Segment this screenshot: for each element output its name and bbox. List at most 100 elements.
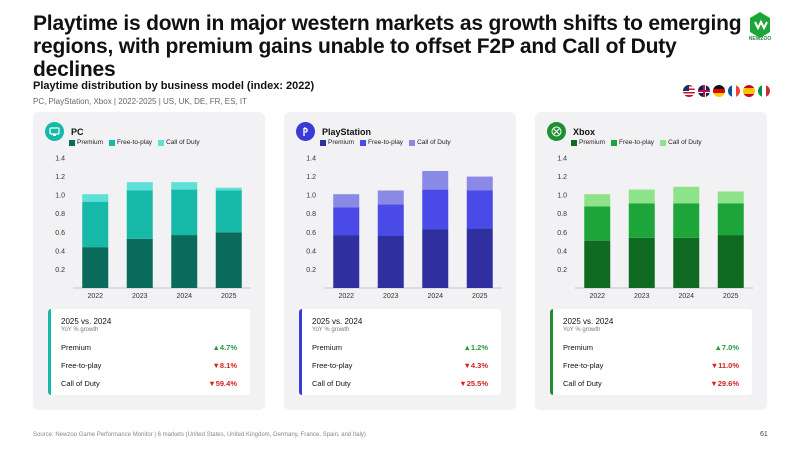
- stats-subtitle: YoY % growth: [563, 327, 601, 333]
- xbox-icon: [547, 122, 566, 141]
- x-tick-label: 2025: [723, 293, 739, 300]
- stat-row-premium: Premium ▲7.0%: [563, 343, 739, 352]
- stats-box: 2025 vs. 2024 YoY % growth Premium ▲7.0% …: [550, 309, 752, 395]
- bar-premium-2024: [171, 235, 198, 288]
- y-tick-label: 1.4: [306, 156, 316, 163]
- it-flag-icon: [758, 85, 770, 97]
- x-tick-label: 2022: [338, 293, 354, 300]
- bar-premium-2022: [333, 235, 360, 288]
- es-flag-icon: [743, 85, 755, 97]
- y-tick-label: 0.4: [55, 248, 65, 255]
- bar-free-to-play-2023: [628, 203, 655, 238]
- x-tick-label: 2023: [383, 293, 399, 300]
- panel-title: PC: [71, 126, 84, 137]
- y-tick-label: 1.0: [55, 193, 65, 200]
- chart-description: PC, PlayStation, Xbox | 2022-2025 | US, …: [33, 97, 248, 106]
- y-tick-label: 0.6: [306, 230, 316, 237]
- bar-call-of-duty-2024: [673, 186, 700, 204]
- bar-call-of-duty-2025: [466, 176, 493, 191]
- pc-icon: [45, 122, 64, 141]
- market-flags: [683, 85, 770, 97]
- stats-title: 2025 vs. 2024: [312, 317, 363, 326]
- stat-row-f2p: Free-to-play ▼8.1%: [61, 361, 237, 370]
- stacked-bar-chart-xbox: 0.2 0.4 0.6 0.8 1.0 1.2 1.4 2022 2023 2024 2025: [557, 156, 753, 300]
- chart-legend: Premium Free-to-play Call of Duty: [320, 139, 451, 146]
- bar-call-of-duty-2025: [717, 191, 744, 204]
- page-title: Playtime is down in major western market…: [33, 12, 742, 81]
- stats-title: 2025 vs. 2024: [61, 317, 112, 326]
- y-tick-label: 0.8: [306, 211, 316, 218]
- bar-free-to-play-2023: [377, 204, 404, 236]
- stat-row-f2p: Free-to-play ▼11.0%: [563, 361, 739, 370]
- logo-text: NEWZOO: [748, 36, 772, 42]
- page-number: 61: [760, 431, 768, 438]
- y-tick-label: 0.8: [557, 211, 567, 218]
- fr-flag-icon: [728, 85, 740, 97]
- bar-free-to-play-2022: [584, 206, 611, 241]
- y-tick-label: 1.2: [557, 174, 567, 181]
- bar-free-to-play-2022: [333, 207, 360, 236]
- legend-item-premium: Premium: [320, 139, 354, 146]
- legend-item-f2p: Free-to-play: [109, 139, 152, 146]
- stats-subtitle: YoY % growth: [312, 327, 350, 333]
- y-tick-label: 1.0: [306, 193, 316, 200]
- y-tick-label: 0.2: [55, 267, 65, 274]
- stacked-bar-chart-playstation: 0.2 0.4 0.6 0.8 1.0 1.2 1.4 2022 2023 2024 2025: [306, 156, 502, 300]
- panel-pc: PC Premium Free-to-play Call of Duty 0.2…: [33, 112, 265, 410]
- x-tick-label: 2024: [176, 293, 192, 300]
- bar-premium-2025: [466, 228, 493, 288]
- panel-title: PlayStation: [322, 126, 372, 137]
- uk-flag-icon: [698, 85, 710, 97]
- stat-row-cod: Call of Duty ▼29.6%: [563, 379, 739, 388]
- x-tick-label: 2024: [427, 293, 443, 300]
- bar-call-of-duty-2024: [171, 182, 198, 190]
- stat-row-cod: Call of Duty ▼59.4%: [61, 379, 237, 388]
- x-tick-label: 2024: [678, 293, 694, 300]
- bar-call-of-duty-2022: [333, 194, 360, 208]
- legend-item-f2p: Free-to-play: [611, 139, 654, 146]
- bar-free-to-play-2024: [673, 203, 700, 238]
- y-tick-label: 0.2: [306, 267, 316, 274]
- bar-premium-2025: [717, 235, 744, 288]
- y-tick-label: 0.4: [306, 248, 316, 255]
- legend-item-premium: Premium: [571, 139, 605, 146]
- panel-title: Xbox: [573, 126, 596, 137]
- y-tick-label: 0.2: [557, 267, 567, 274]
- legend-item-premium: Premium: [69, 139, 103, 146]
- y-tick-label: 1.0: [557, 193, 567, 200]
- y-tick-label: 1.4: [557, 156, 567, 163]
- x-tick-label: 2023: [634, 293, 650, 300]
- bar-call-of-duty-2023: [377, 190, 404, 205]
- stats-title: 2025 vs. 2024: [563, 317, 614, 326]
- bar-free-to-play-2024: [171, 189, 198, 236]
- x-tick-label: 2025: [472, 293, 488, 300]
- stats-subtitle: YoY % growth: [61, 327, 99, 333]
- bar-call-of-duty-2025: [215, 187, 242, 191]
- y-tick-label: 0.4: [557, 248, 567, 255]
- bar-premium-2024: [673, 237, 700, 288]
- stat-row-premium: Premium ▲4.7%: [61, 343, 237, 352]
- footer-source: Source: Newzoo Game Performance Monitor …: [33, 432, 366, 438]
- bar-free-to-play-2025: [717, 203, 744, 236]
- stat-row-f2p: Free-to-play ▼4.3%: [312, 361, 488, 370]
- x-tick-label: 2022: [589, 293, 605, 300]
- us-flag-icon: [683, 85, 695, 97]
- y-tick-label: 0.6: [55, 230, 65, 237]
- chart-legend: Premium Free-to-play Call of Duty: [69, 139, 200, 146]
- chart-subtitle: Playtime distribution by business model …: [33, 80, 315, 92]
- bar-premium-2024: [422, 229, 449, 288]
- bar-free-to-play-2023: [126, 190, 153, 239]
- chart-legend: Premium Free-to-play Call of Duty: [571, 139, 702, 146]
- panel-playstation: PlayStation Premium Free-to-play Call of…: [284, 112, 516, 410]
- playstation-icon: [296, 122, 315, 141]
- x-tick-label: 2023: [132, 293, 148, 300]
- panel-xbox: Xbox Premium Free-to-play Call of Duty 0…: [535, 112, 767, 410]
- stacked-bar-chart-pc: 0.2 0.4 0.6 0.8 1.0 1.2 1.4 2022 2023 2024 2025: [55, 156, 251, 300]
- bar-free-to-play-2024: [422, 189, 449, 230]
- bar-premium-2023: [628, 237, 655, 288]
- de-flag-icon: [713, 85, 725, 97]
- bar-premium-2022: [584, 240, 611, 288]
- legend-item-cod: Call of Duty: [660, 139, 702, 146]
- bar-call-of-duty-2022: [82, 194, 109, 202]
- legend-item-f2p: Free-to-play: [360, 139, 403, 146]
